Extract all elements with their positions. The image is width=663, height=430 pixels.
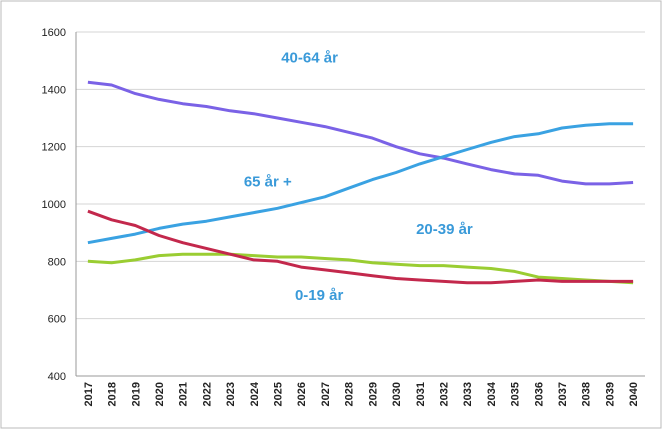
- x-tick-label: 2034: [486, 381, 498, 406]
- x-tick-label: 2024: [249, 381, 261, 406]
- y-tick-label: 1400: [42, 84, 66, 96]
- line-series: [87, 122, 634, 245]
- x-tick-label: 2039: [604, 382, 616, 406]
- x-tick-label: 2022: [201, 382, 213, 406]
- x-tick-label: 2027: [320, 382, 332, 406]
- x-tick-label: 2017: [83, 382, 95, 406]
- x-tick-label: 2031: [415, 382, 427, 406]
- x-tick-label: 2026: [296, 382, 308, 406]
- y-tick-label: 1000: [42, 199, 66, 211]
- x-tick-label: 2018: [107, 382, 119, 406]
- series-label: 40-64 år: [281, 49, 338, 66]
- line-series: [87, 252, 634, 285]
- x-tick-label: 2025: [273, 382, 285, 406]
- x-tick-label: 2035: [510, 382, 522, 406]
- y-tick-label: 800: [48, 256, 66, 268]
- x-tick-label: 2028: [344, 382, 356, 406]
- series-label: 20-39 år: [416, 221, 473, 238]
- series-label: 0-19 år: [295, 287, 344, 304]
- x-tick-label: 2037: [557, 382, 569, 406]
- y-tick-label: 1600: [42, 27, 66, 39]
- x-tick-label: 2021: [178, 382, 190, 406]
- x-tick-label: 2030: [391, 382, 403, 406]
- x-tick-label: 2029: [367, 382, 379, 406]
- y-tick-label: 600: [48, 314, 66, 326]
- line-series: [87, 80, 634, 186]
- x-tick-label: 2032: [438, 382, 450, 406]
- line-series: [87, 209, 634, 285]
- x-tick-label: 2036: [533, 382, 545, 406]
- x-tick-label: 2040: [628, 382, 640, 406]
- series-label: 65 år +: [244, 174, 292, 191]
- x-tick-label: 2023: [225, 382, 237, 406]
- x-tick-label: 2020: [154, 382, 166, 406]
- x-tick-label: 2038: [581, 382, 593, 406]
- y-tick-label: 1200: [42, 142, 66, 154]
- x-tick-label: 2033: [462, 382, 474, 406]
- x-tick-label: 2019: [130, 382, 142, 406]
- y-tick-label: 400: [48, 371, 66, 383]
